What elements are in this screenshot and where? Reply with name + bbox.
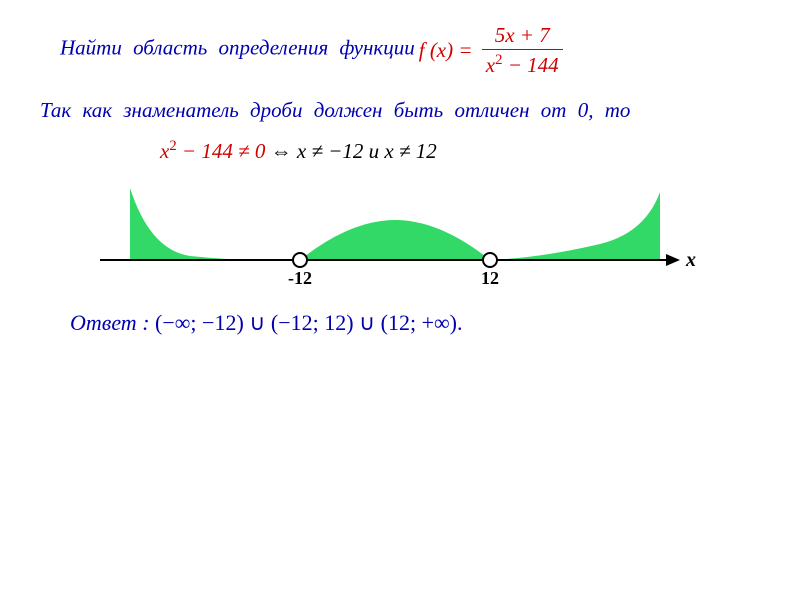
number-line-svg: -12 12 x xyxy=(100,180,700,290)
problem-line: Найти область определения функции f (x) … xyxy=(60,24,740,77)
answer-intervals: (−∞; −12) ∪ (−12; 12) ∪ (12; +∞). xyxy=(155,310,463,335)
number-line-diagram: -12 12 x xyxy=(100,180,700,290)
red-sup: 2 xyxy=(169,138,176,154)
cond1: x ≠ −12 xyxy=(297,139,364,163)
explanation-line: Так как знаменатель дроби должен быть от… xyxy=(40,98,630,123)
cond2: x ≠ 12 xyxy=(384,139,436,163)
den-var: x xyxy=(486,53,495,77)
iff-arrow: ⇔ xyxy=(271,139,297,163)
formula: f (x) = 5x + 7 x2 − 144 xyxy=(419,24,563,77)
svg-text:-12: -12 xyxy=(288,268,312,288)
den-rest: − 144 xyxy=(502,53,558,77)
derivation-line: x2 − 144 ≠ 0 ⇔ x ≠ −12 и x ≠ 12 xyxy=(160,138,437,164)
problem-prompt: Найти область определения функции xyxy=(60,35,415,59)
svg-text:12: 12 xyxy=(481,268,499,288)
red-expr: x2 − 144 ≠ 0 xyxy=(160,139,271,163)
numerator: 5x + 7 xyxy=(482,24,563,50)
red-rest: − 144 ≠ 0 xyxy=(177,139,266,163)
fx-equals: f (x) = xyxy=(419,38,473,63)
fraction: 5x + 7 x2 − 144 xyxy=(482,24,563,77)
denominator: x2 − 144 xyxy=(482,50,563,77)
conj: и xyxy=(369,139,385,163)
red-var: x xyxy=(160,139,169,163)
svg-text:x: x xyxy=(685,249,696,271)
answer-label: Ответ : xyxy=(70,310,155,335)
answer-line: Ответ : (−∞; −12) ∪ (−12; 12) ∪ (12; +∞)… xyxy=(70,310,463,336)
